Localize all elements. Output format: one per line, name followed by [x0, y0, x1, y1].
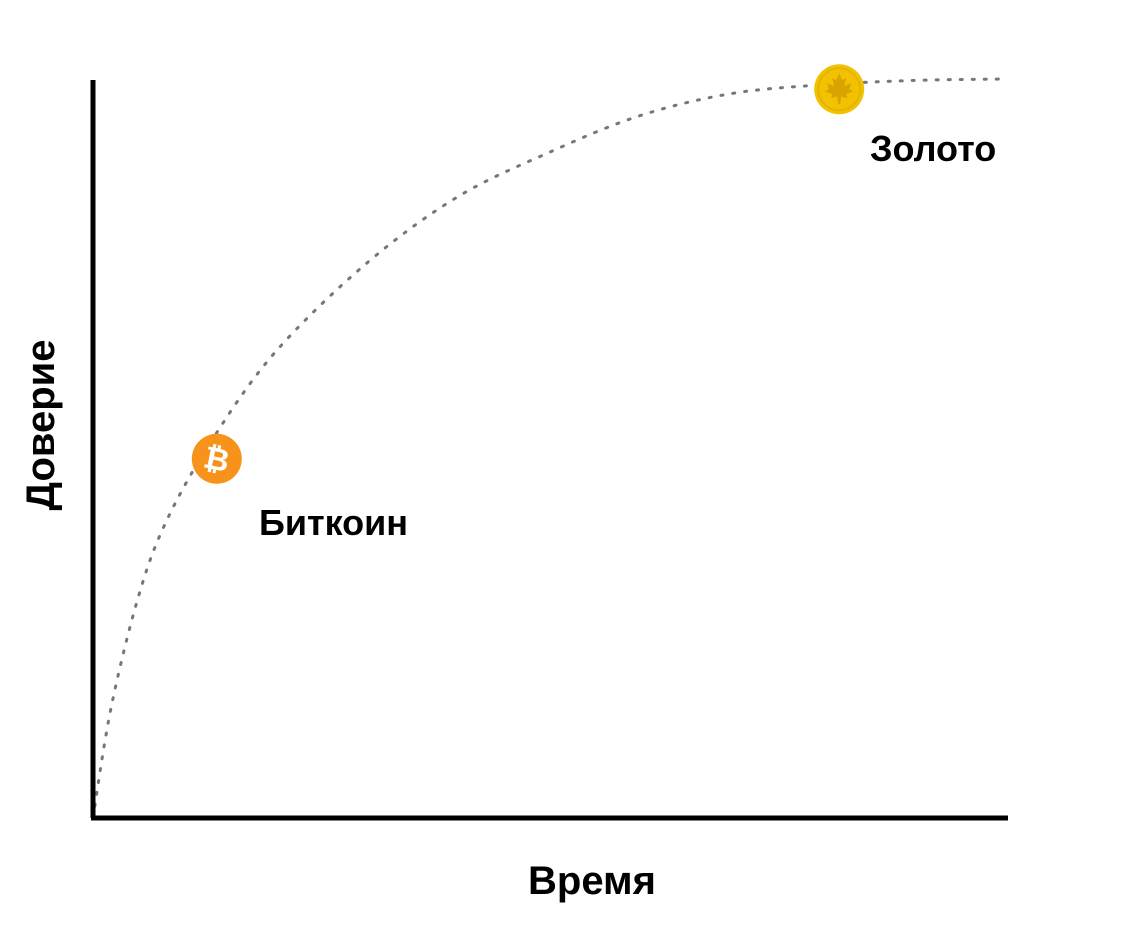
bitcoin-marker: ₿	[191, 433, 242, 484]
trust-curve-line	[91, 77, 1005, 820]
y-axis-label: Доверие	[19, 340, 63, 511]
x-axis-label: Время	[528, 859, 656, 903]
gold-label: Золото	[870, 128, 996, 169]
gold-coin-rim	[817, 67, 862, 112]
maple-leaf-icon	[825, 73, 854, 105]
bitcoin-coin-icon	[191, 433, 242, 484]
gold-marker	[814, 64, 865, 115]
bitcoin-label: Биткоин	[259, 502, 408, 543]
